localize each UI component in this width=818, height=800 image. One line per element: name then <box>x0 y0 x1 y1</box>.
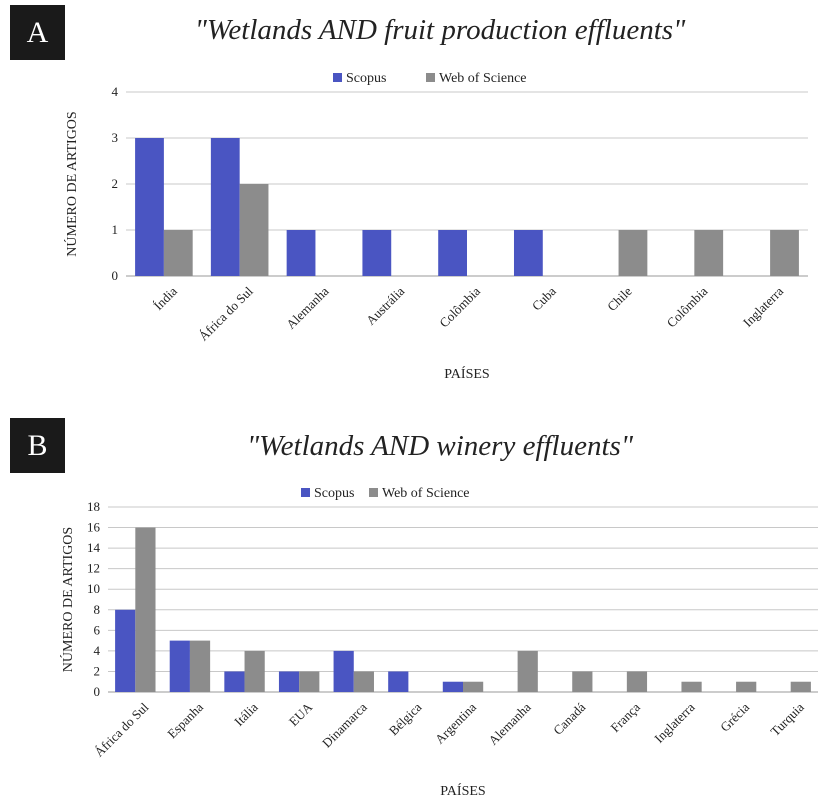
chart-a-bar-wos <box>618 230 648 276</box>
chart-a-bar-scopus <box>210 138 240 276</box>
chart-a-x-tick-label: Austrália <box>363 283 407 327</box>
chart-b-bar-wos <box>790 681 811 692</box>
chart-b-title: "Wetlands AND winery effluents" <box>246 430 634 462</box>
chart-b-bar-scopus <box>388 671 409 692</box>
chart-b-bar-wos <box>463 681 484 692</box>
chart-b-x-tick-label: África do Sul <box>91 699 151 759</box>
chart-b-bar-wos <box>736 681 757 692</box>
chart-b: 0 2 4 6 8 10 12 14 16 18 África do Sul Espanha Itáli… <box>59 486 818 799</box>
chart-b-bar-scopus <box>278 671 300 692</box>
chart-b-bar-wos <box>572 671 593 692</box>
chart-b-bar-wos <box>244 650 265 692</box>
chart-b-bar-wos <box>135 527 156 692</box>
chart-b-x-tick-label: Argentina <box>432 699 479 746</box>
chart-a-x-tick-label: Inglaterra <box>740 283 786 329</box>
chart-b-y-tick-label: 0 <box>94 684 101 699</box>
chart-a-bar-wos <box>239 184 269 276</box>
chart-a-x-tick-label: Chile <box>604 283 635 314</box>
chart-a-y-tick-label: 4 <box>112 84 119 99</box>
panel-a-badge: A <box>10 5 65 60</box>
chart-b-legend-swatch <box>301 488 310 497</box>
chart-b-y-tick-label: 4 <box>94 643 101 658</box>
chart-b-x-tick-label: Itália <box>231 699 261 729</box>
chart-a-bar-wos <box>163 230 193 276</box>
chart-a-title: "Wetlands AND fruit production effluents… <box>194 14 686 46</box>
chart-b-legend-swatch <box>369 488 378 497</box>
chart-b-y-tick-label: 2 <box>94 663 101 678</box>
chart-a-legend-swatch <box>426 73 435 82</box>
chart-b-bar-wos <box>626 671 648 692</box>
chart-a-y-tick-label: 0 <box>112 268 119 283</box>
chart-a-x-tick-label: Índia <box>151 283 181 313</box>
chart-b-y-tick-label: 8 <box>94 602 101 617</box>
chart-b-x-tick-label: Espanha <box>164 699 206 741</box>
chart-b-legend-label: Web of Science <box>382 486 470 501</box>
chart-a-y-tick-label: 2 <box>112 176 119 191</box>
chart-a-y-tick-label: 3 <box>112 130 119 145</box>
chart-a-bar-wos <box>694 230 724 276</box>
chart-a-y-axis-label: NÚMERO DE ARTIGOS <box>63 111 80 256</box>
chart-a-x-axis-label: PAÍSES <box>444 365 489 382</box>
chart-a-legend-label: Web of Science <box>439 71 527 86</box>
chart-b-x-tick-label: Alemanha <box>485 699 534 748</box>
chart-b-x-tick-label: Canadá <box>550 699 588 737</box>
chart-b-x-tick-label: Inglaterra <box>651 699 697 745</box>
chart-a-bar-scopus <box>135 138 164 276</box>
chart-b-x-tick-label: Grécia <box>717 699 752 734</box>
chart-a-bar-scopus <box>513 230 543 276</box>
chart-b-x-tick-label: Bélgica <box>386 699 425 738</box>
chart-b-bar-scopus <box>442 681 463 692</box>
chart-a-bar-scopus <box>286 230 316 276</box>
chart-b-bar-wos <box>517 650 538 692</box>
chart-b-y-tick-label: 16 <box>87 520 101 535</box>
chart-a-bar-wos <box>770 230 799 276</box>
panel-b-badge: B <box>10 418 65 473</box>
chart-a: 0 1 2 3 4 Índia África do Sul Alemanha Austrália… <box>63 71 808 382</box>
chart-a-x-tick-label: Cuba <box>529 283 559 313</box>
chart-b-y-tick-label: 14 <box>87 540 101 555</box>
chart-b-bar-wos <box>189 640 211 692</box>
chart-b-y-tick-label: 18 <box>87 499 100 514</box>
chart-b-y-tick-label: 12 <box>87 561 100 576</box>
chart-a-bar-scopus <box>362 230 392 276</box>
chart-a-x-tick-label: Colômbia <box>436 283 483 330</box>
chart-b-bar-scopus <box>169 640 190 692</box>
chart-b-bar-wos <box>299 671 320 692</box>
chart-a-legend-swatch <box>333 73 342 82</box>
chart-b-y-tick-label: 6 <box>94 622 101 637</box>
chart-a-x-tick-label: Colômbia <box>664 283 711 330</box>
chart-b-bar-scopus <box>333 650 354 692</box>
chart-a-x-tick-label: África do Sul <box>196 283 256 343</box>
chart-b-legend-label: Scopus <box>314 486 354 501</box>
chart-a-legend-label: Scopus <box>346 71 386 86</box>
chart-b-x-tick-label: França <box>607 699 643 735</box>
chart-b-y-axis-label: NÚMERO DE ARTIGOS <box>59 527 76 672</box>
chart-b-x-axis-label: PAÍSES <box>440 782 485 799</box>
chart-b-x-tick-label: Turquia <box>767 699 807 739</box>
chart-b-bar-wos <box>353 671 374 692</box>
chart-a-y-tick-label: 1 <box>112 222 119 237</box>
chart-b-bar-scopus <box>115 609 136 692</box>
chart-b-bar-scopus <box>224 671 245 692</box>
chart-b-x-tick-label: EUA <box>286 699 316 729</box>
chart-b-bar-wos <box>681 681 702 692</box>
chart-a-x-tick-label: Alemanha <box>283 283 332 332</box>
chart-a-bar-scopus <box>438 230 467 276</box>
chart-b-y-tick-label: 10 <box>87 581 100 596</box>
chart-b-x-tick-label: Dinamarca <box>319 699 370 750</box>
